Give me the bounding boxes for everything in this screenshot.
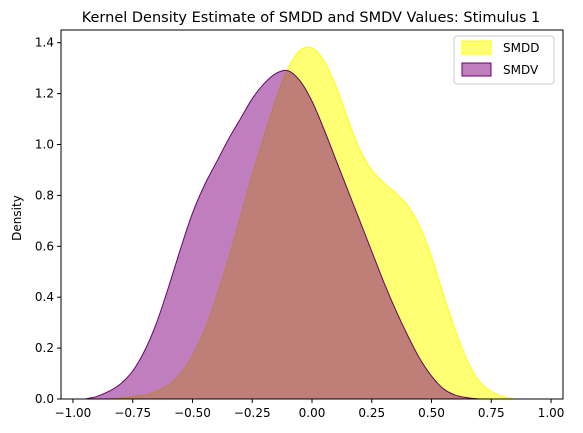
x-tick-label: −0.75 xyxy=(114,406,151,420)
legend-swatch-smdd xyxy=(461,40,492,55)
y-tick-label: 0.2 xyxy=(35,341,54,355)
y-tick-label: 0.8 xyxy=(35,188,54,202)
x-axis: −1.00 −0.75 −0.50 −0.25 0.00 0.25 0.50 0.75 1.00 xyxy=(55,399,565,420)
x-tick-label: 0.00 xyxy=(299,406,326,420)
x-tick-label: −0.25 xyxy=(234,406,271,420)
y-axis: 0.0 0.2 0.4 0.6 0.8 1.0 1.2 1.4 xyxy=(35,36,61,406)
legend-label-smdv: SMDV xyxy=(503,63,539,77)
x-tick-label: −0.50 xyxy=(174,406,211,420)
y-tick-label: 0.0 xyxy=(35,392,54,406)
y-tick-label: 1.2 xyxy=(35,87,54,101)
series-area-smdv xyxy=(84,70,480,399)
y-tick-label: 1.0 xyxy=(35,138,54,152)
y-tick-label: 1.4 xyxy=(35,36,54,50)
series-line-smdv xyxy=(84,69,480,400)
y-tick-label: 0.6 xyxy=(35,239,54,253)
x-tick-label: −1.00 xyxy=(55,406,92,420)
series-layer xyxy=(84,46,528,400)
x-tick-label: 0.25 xyxy=(358,406,385,420)
y-axis-label: Density xyxy=(10,195,24,241)
x-tick-label: 0.75 xyxy=(478,406,505,420)
chart-title: Kernel Density Estimate of SMDD and SMDV… xyxy=(82,10,541,26)
legend-label-smdd: SMDD xyxy=(503,41,539,55)
legend: SMDD SMDV xyxy=(453,35,555,85)
legend-swatch-smdv xyxy=(461,62,492,77)
y-tick-label: 0.4 xyxy=(35,290,54,304)
x-tick-label: 1.00 xyxy=(538,406,565,420)
x-tick-label: 0.50 xyxy=(418,406,445,420)
